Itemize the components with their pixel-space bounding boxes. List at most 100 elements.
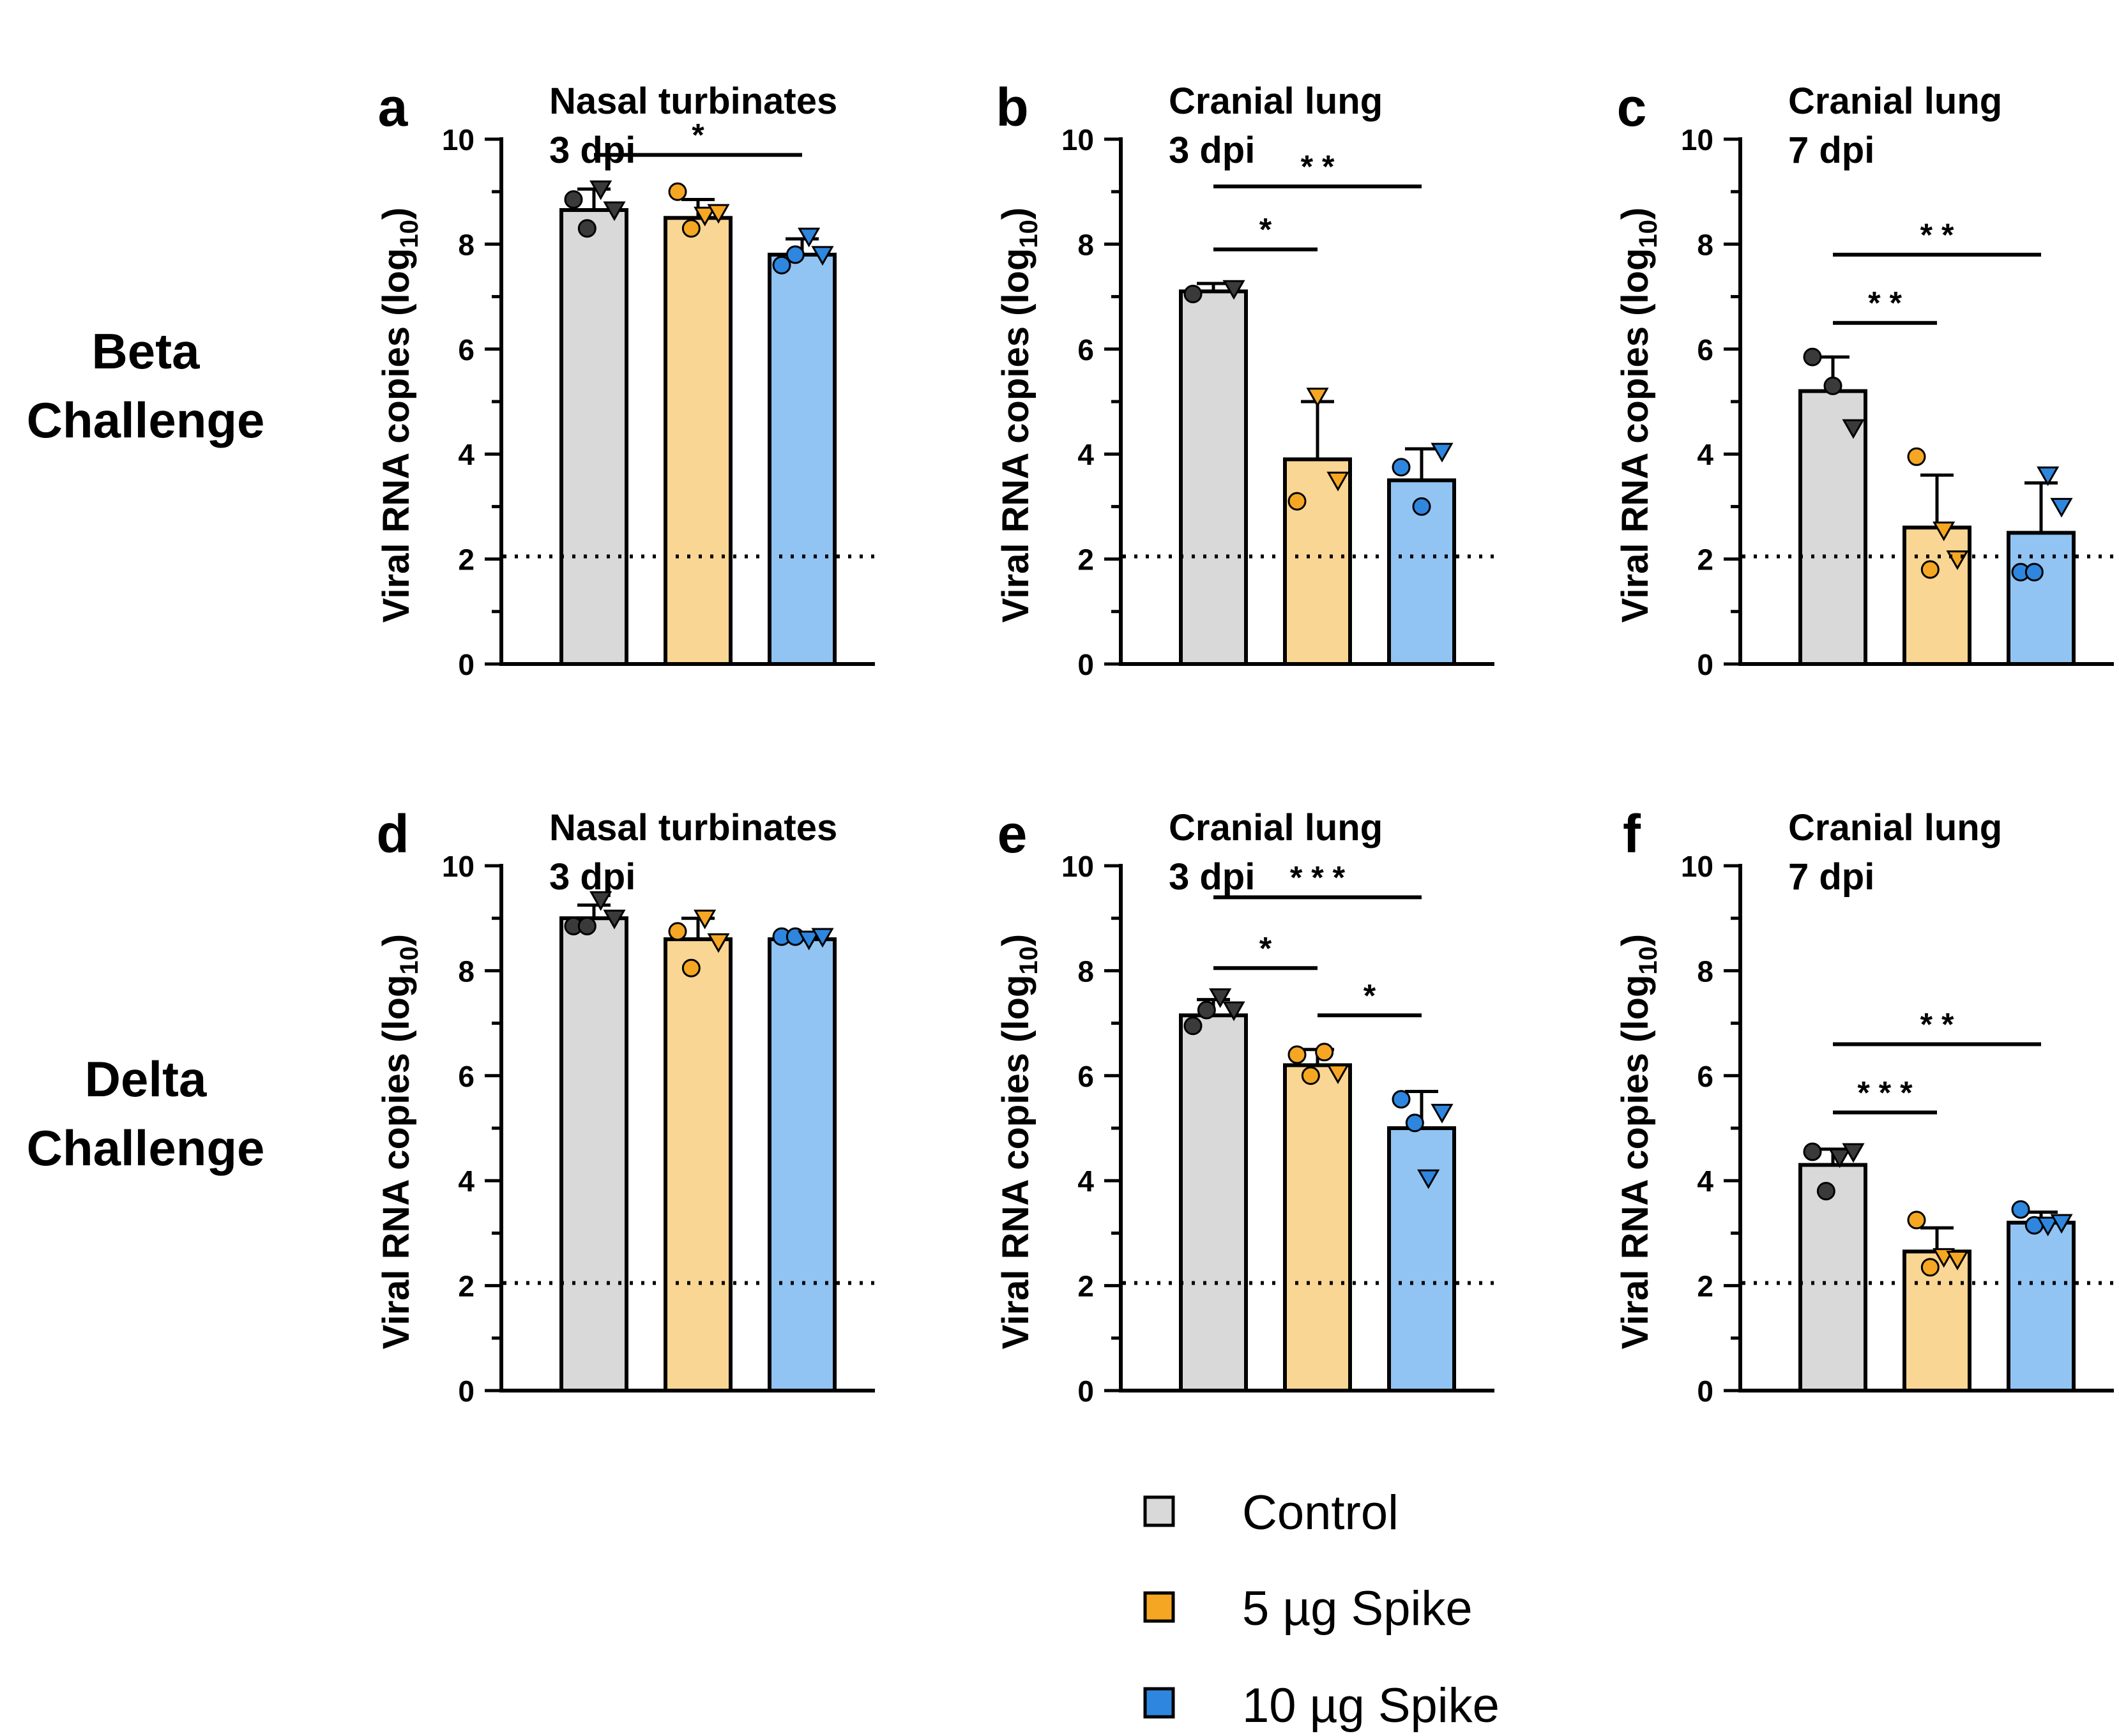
data-point [798,227,821,248]
y-tick-label: 6 [1697,1060,1713,1093]
y-tick-label: 4 [458,438,475,471]
panel-e: e Cranial lung 3 dpi Viral RNA copies (log1… [995,804,1494,1408]
bar-3 [768,937,837,1393]
panel-title-line2: 3 dpi [549,130,635,171]
row-label-beta-line2: Challenge [27,392,265,448]
data-point [772,255,791,275]
y-axis-label-subscript: 10 [395,220,423,248]
significance-stars: * * [1301,149,1335,185]
y-axis-label-subscript: 10 [1634,220,1662,248]
y-tick-label: 8 [1697,228,1713,261]
y-axis-label: Viral RNA copies (log10) [1614,208,1662,623]
y-tick-label: 10 [442,850,475,883]
data-point [1287,492,1307,511]
y-axis-label-end: ) [376,934,417,946]
significance-stars: * * [1920,217,1954,253]
panel-f: f Cranial lung 7 dpi Viral RNA copies (log1… [1614,804,2114,1408]
data-point [1842,1143,1865,1163]
panel-c: c Cranial lung 7 dpi Viral RNA copies (log1… [1614,77,2114,681]
y-axis-label: Viral RNA copies (log10) [376,934,423,1349]
y-tick-label: 2 [1077,1270,1094,1303]
data-point [1209,988,1232,1008]
data-point [1183,284,1203,303]
data-point [1907,447,1926,466]
y-tick-label: 4 [1077,1165,1094,1198]
y-tick-label: 8 [1697,955,1713,988]
y-axis-label-subscript: 10 [1015,220,1043,248]
data-point [1823,376,1842,395]
significance-stars: * [1259,930,1272,966]
y-tick-label: 4 [1077,438,1094,471]
y-tick-label: 6 [458,1060,475,1093]
significance-stars: * * [1868,285,1902,321]
legend-label-5ug-spike: 5 µg Spike [1242,1581,1473,1636]
panel-letter: c [1617,77,1647,137]
data-point [1907,1211,1926,1230]
y-axis-label-end: ) [1614,934,1656,946]
y-tick-label: 6 [1077,1060,1094,1093]
panel-letter: f [1623,804,1641,864]
panel-b: b Cranial lung 3 dpi Viral RNA copies (log1… [995,77,1494,681]
y-tick-label: 0 [1697,648,1713,681]
data-point [1183,1016,1203,1036]
panel-letter: b [996,77,1028,137]
y-tick-label: 0 [1077,648,1094,681]
data-point [1920,560,1940,579]
y-tick-label: 10 [1681,123,1713,156]
y-tick-label: 8 [1077,955,1094,988]
data-point [2050,497,2073,518]
y-tick-label: 10 [442,123,475,156]
data-point [681,958,701,977]
y-axis-label-subscript: 10 [1015,946,1043,975]
row-label-beta-line1: Beta [91,323,200,379]
y-axis-label-end: ) [995,208,1037,220]
y-tick-label: 4 [458,1165,475,1198]
legend-swatch-5ug-spike [1143,1591,1175,1623]
data-point [2037,466,2060,487]
data-point [2024,562,2044,582]
data-point [1222,1001,1245,1022]
data-point [1803,1142,1822,1161]
panel-letter: e [998,804,1028,864]
bar-3 [2007,531,2076,666]
panel-title-line2: 3 dpi [1169,130,1255,171]
panel-title-line2: 7 dpi [1788,856,1874,898]
y-tick-label: 10 [1681,850,1713,883]
y-tick-label: 6 [458,333,475,366]
panel-title-line2: 7 dpi [1788,130,1874,171]
bar-2 [1903,1249,1971,1393]
data-point [2050,1214,2073,1234]
panel-d: d Nasal turbinates 3 dpi Viral RNA copies (… [376,804,875,1408]
y-axis-label-end: ) [1614,208,1656,220]
data-point [694,206,717,227]
bar-1 [1179,289,1248,666]
data-point [811,246,834,266]
row-label-delta-line1: Delta [85,1051,207,1107]
data-point [668,182,687,201]
data-point [2037,1216,2060,1237]
y-tick-label: 0 [458,1375,475,1408]
y-tick-label: 10 [1061,123,1094,156]
panel-letter: a [378,77,409,137]
data-point [811,928,834,948]
legend: Control 5 µg Spike 10 µg Spike [1143,1486,1500,1733]
panel-title-line1: Nasal turbinates [549,807,837,849]
y-axis-label-end: ) [995,934,1037,946]
data-point [1315,1043,1334,1062]
significance-stars: * [692,117,704,153]
bar-2 [664,216,733,666]
bar-1 [559,916,628,1393]
legend-swatch-10ug-spike [1143,1687,1175,1719]
panel-letter: d [376,804,409,864]
y-axis-label-subscript: 10 [395,946,423,975]
chart-panels: a Nasal turbinates 3 dpi Viral RNA copies (… [376,77,2114,1408]
data-point [1920,1258,1940,1277]
y-axis-label: Viral RNA copies (log10) [995,934,1043,1349]
data-point [681,219,701,238]
y-axis-label: Viral RNA copies (log10) [995,208,1043,623]
data-point [707,933,730,953]
data-point [1431,1103,1454,1124]
bar-2 [1903,525,1971,667]
data-point [564,190,583,209]
